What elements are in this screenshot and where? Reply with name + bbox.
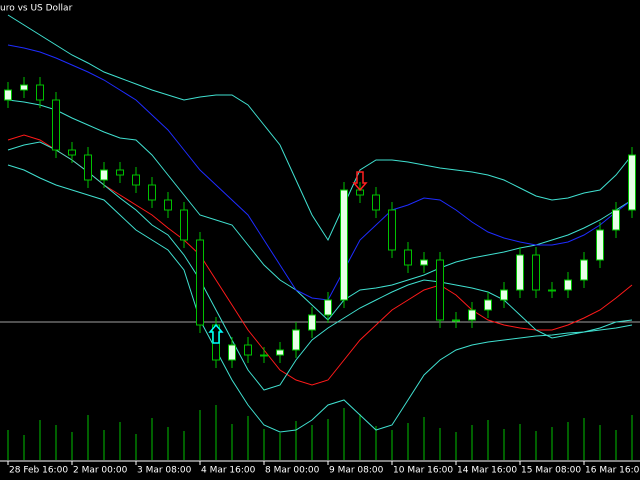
candle-body	[468, 309, 476, 321]
candle-body	[324, 299, 332, 316]
candle-body	[516, 254, 524, 291]
candle-body	[564, 279, 572, 291]
candle-body	[340, 189, 348, 301]
indicator-line	[7, 44, 633, 301]
x-tick-label: 14 Mar 16:00	[457, 466, 517, 476]
candle-body	[244, 344, 252, 356]
candle-body	[628, 154, 636, 211]
signal-arrow	[208, 323, 224, 344]
candle-body	[388, 209, 396, 251]
x-tick-label: 15 Mar 08:00	[521, 466, 581, 476]
candle-body	[68, 149, 76, 156]
candle-body	[52, 99, 60, 151]
indicator-line	[7, 134, 633, 386]
candle-body	[500, 289, 508, 301]
x-tick-label: 9 Mar 08:00	[329, 466, 384, 476]
x-tick-label: 2 Mar 00:00	[73, 466, 128, 476]
candle-body	[372, 194, 380, 211]
candle-body	[308, 314, 316, 331]
indicator-line	[7, 164, 633, 433]
candle-body	[612, 209, 620, 231]
candle-body	[276, 349, 284, 356]
candle-body	[548, 289, 556, 292]
candle-body	[292, 329, 300, 351]
candle-body	[116, 169, 124, 176]
candle-body	[404, 249, 412, 266]
candle-body	[196, 239, 204, 326]
x-tick-label: 16 Mar 16:00	[585, 466, 640, 476]
chart-title: uro vs US Dollar	[0, 4, 73, 14]
candle-body	[20, 84, 28, 91]
indicator-line	[7, 99, 633, 321]
candle-body	[436, 259, 444, 321]
x-tick-label: 10 Mar 16:00	[393, 466, 453, 476]
candle-body	[260, 354, 268, 357]
indicator-line	[7, 14, 633, 242]
x-tick-label: 8 Mar 00:00	[265, 466, 320, 476]
candle-body	[132, 174, 140, 186]
candle-body	[420, 259, 428, 266]
indicator-line	[7, 141, 633, 391]
candle-body	[580, 259, 588, 281]
candle-body	[532, 254, 540, 291]
candle-body	[4, 89, 12, 101]
candle-body	[84, 154, 92, 181]
x-tick-label: 4 Mar 16:00	[201, 466, 256, 476]
x-tick-label: 28 Feb 16:00	[9, 466, 68, 476]
x-tick-label: 3 Mar 08:00	[137, 466, 192, 476]
candle-body	[100, 169, 108, 181]
candle-body	[596, 229, 604, 261]
candle-body	[36, 84, 44, 101]
candle-body	[452, 319, 460, 322]
candle-body	[484, 299, 492, 311]
candle-body	[164, 199, 172, 211]
signal-arrow	[352, 171, 368, 192]
candle-body	[148, 184, 156, 201]
candle-body	[180, 209, 188, 241]
candle-body	[228, 344, 236, 361]
